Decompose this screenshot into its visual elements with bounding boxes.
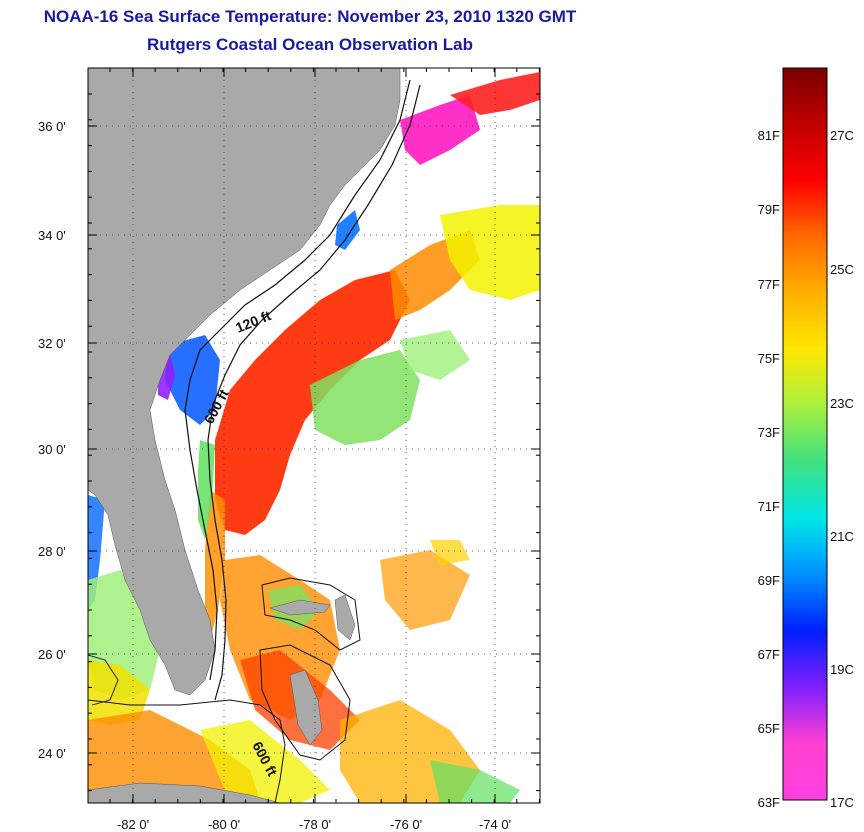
land-bahamas-andros: [289, 669, 323, 746]
grid-lines: [88, 68, 540, 803]
contour-bahamas-south: [259, 644, 351, 761]
sst-florida-east-orange: [205, 490, 225, 640]
map-title: NOAA-16 Sea Surface Temperature: Novembe…: [43, 7, 577, 26]
contour-gulf: [88, 654, 119, 706]
colorbar-c-25: 25C: [830, 262, 854, 277]
lat-label-26: 26 0': [38, 647, 66, 662]
map-subtitle: Rutgers Coastal Ocean Observation Lab: [147, 35, 473, 54]
colorbar-c-21: 21C: [830, 529, 854, 544]
colorbar-f-69: 69F: [758, 573, 780, 588]
colorbar-c-17: 17C: [830, 795, 854, 810]
colorbar-f-79: 79F: [758, 202, 780, 217]
lon-label-82: -82 0': [117, 817, 149, 832]
colorbar-f-67: 67F: [758, 647, 780, 662]
contour-120ft: [184, 79, 411, 681]
colorbar-f-77: 77F: [758, 277, 780, 292]
colorbar-f-81: 81F: [758, 128, 780, 143]
lat-label-36: 36 0': [38, 119, 66, 134]
sst-keys-yellow: [200, 720, 330, 803]
contour-600ft: [207, 84, 421, 701]
colorbar-f-63: 63F: [758, 795, 780, 810]
land-bahamas-grand: [269, 599, 331, 616]
sst-red-nc: [450, 72, 540, 115]
colorbar: 81F 79F 77F 75F 73F 71F 69F 67F 65F 63F …: [758, 67, 854, 810]
axis-ticks: [88, 68, 540, 803]
lon-label-80: -80 0': [208, 817, 240, 832]
land-bahamas-abaco: [334, 594, 356, 641]
sst-green-patch: [310, 350, 420, 445]
lat-label-24: 24 0': [38, 746, 66, 761]
lat-label-28: 28 0': [38, 544, 66, 559]
land-cuba: [88, 782, 281, 803]
sst-blue-sc: [335, 210, 360, 250]
contour-bahamas: [261, 577, 361, 651]
sst-magenta-nc: [400, 95, 480, 165]
sst-south-green: [430, 760, 520, 803]
colorbar-c-23: 23C: [830, 396, 854, 411]
colorbar-f-75: 75F: [758, 351, 780, 366]
colorbar-f-65: 65F: [758, 721, 780, 736]
colorbar-c-19: 19C: [830, 662, 854, 677]
sst-green-east: [400, 330, 470, 380]
lat-label-32: 32 0': [38, 336, 66, 351]
map-layers: [88, 68, 540, 803]
lat-label-30: 30 0': [38, 442, 66, 457]
colorbar-f-73: 73F: [758, 425, 780, 440]
land-mainland-us: [88, 68, 401, 696]
lon-label-74: -74 0': [479, 817, 511, 832]
contour-deep: [88, 699, 286, 803]
sst-east-yellow: [430, 540, 470, 565]
sst-gulf-orange-south: [88, 710, 260, 803]
lat-label-34: 34 0': [38, 228, 66, 243]
colorbar-f-71: 71F: [758, 499, 780, 514]
sst-yellow-patch: [440, 205, 540, 300]
lon-label-78: -78 0': [299, 817, 331, 832]
map-frame: [87, 67, 541, 804]
colorbar-c-27: 27C: [830, 128, 854, 143]
lon-label-76: -76 0': [390, 817, 422, 832]
colorbar-gradient: [782, 67, 828, 801]
sst-gulf-yellow: [88, 660, 150, 725]
sst-east-orange: [380, 550, 470, 630]
sst-blue-coastal: [165, 335, 220, 425]
